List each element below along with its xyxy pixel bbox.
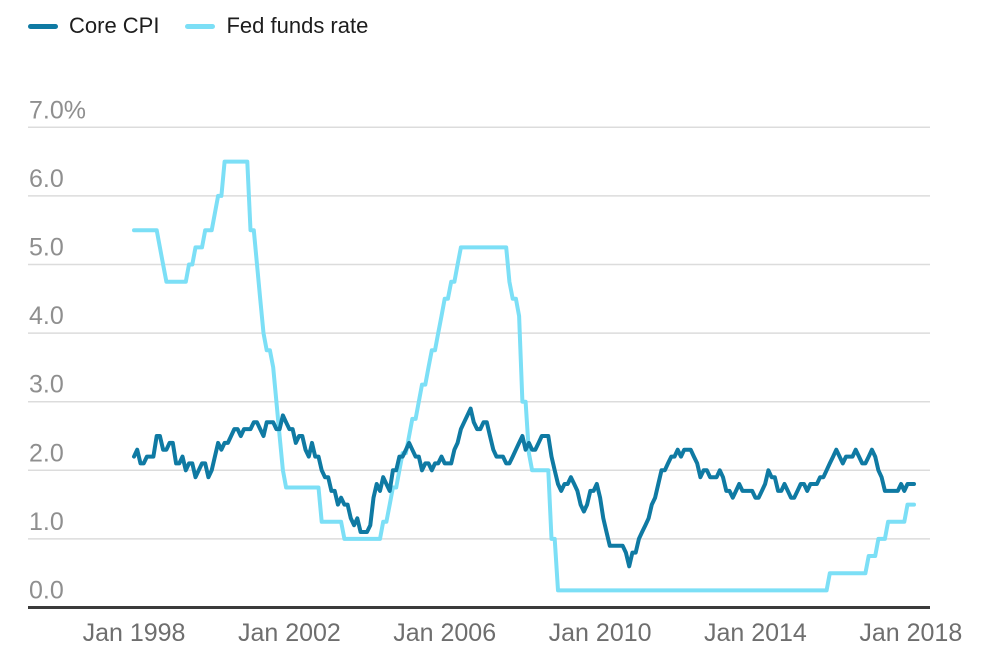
core-cpi-legend-swatch xyxy=(28,23,58,29)
x-axis-tick-label: Jan 2014 xyxy=(704,619,807,647)
core-cpi-legend-label: Core CPI xyxy=(69,13,160,38)
y-axis-tick-label: 6.0 xyxy=(29,165,64,193)
x-axis-tick-label: Jan 2002 xyxy=(238,619,341,647)
x-axis-tick-label: Jan 2010 xyxy=(549,619,652,647)
y-axis-tick-label: 3.0 xyxy=(29,371,64,399)
y-axis-tick-label: 5.0 xyxy=(29,234,64,262)
core-cpi-line xyxy=(132,406,916,569)
legend-item-core-cpi: Core CPI xyxy=(28,13,159,39)
fed-funds-legend-label: Fed funds rate xyxy=(226,13,369,38)
x-axis-tick-label: Jan 2018 xyxy=(859,619,962,647)
fed-funds-legend-swatch xyxy=(185,23,216,29)
y-axis-tick-label: 2.0 xyxy=(29,439,64,467)
y-axis-tick-label: 7.0% xyxy=(29,96,86,124)
x-axis-tick-label: Jan 2006 xyxy=(393,619,496,647)
y-axis-tick-label: 1.0 xyxy=(29,508,64,536)
y-axis-labels: 0.0 1.0 2.0 3.0 4.0 5.0 6.0 7.0% xyxy=(29,96,86,604)
y-axis-tick-label: 4.0 xyxy=(29,302,64,330)
legend-item-fed-funds-rate: Fed funds rate xyxy=(185,13,368,39)
chart-legend: Core CPI Fed funds rate xyxy=(28,13,368,39)
gridlines xyxy=(28,126,930,609)
x-axis-labels: Jan 1998 Jan 2002 Jan 2006 Jan 2010 Jan 2014… xyxy=(83,619,963,647)
x-axis-tick-label: Jan 1998 xyxy=(83,619,186,647)
fed-funds-rate-line xyxy=(132,159,916,593)
y-axis-tick-label: 0.0 xyxy=(29,577,64,605)
